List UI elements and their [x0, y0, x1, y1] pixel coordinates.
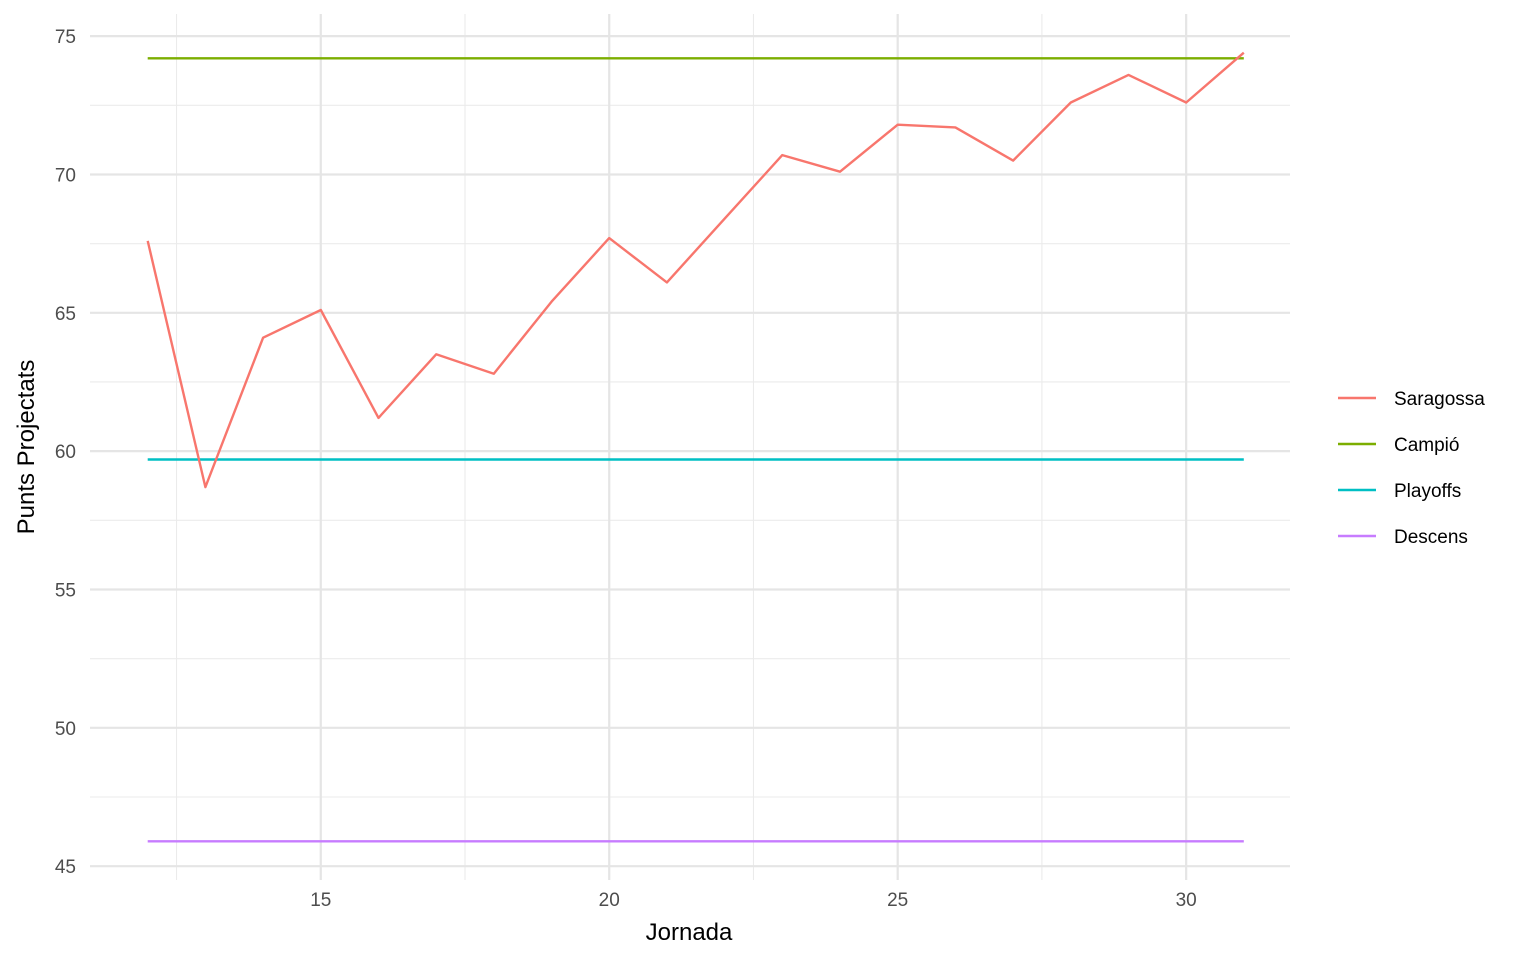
x-tick-label: 20 [599, 890, 620, 911]
y-axis-title: Punts Projectats [13, 360, 40, 535]
legend-label-descens: Descens [1394, 527, 1468, 548]
y-tick-label: 50 [55, 719, 76, 740]
legend-label-saragossa: Saragossa [1394, 389, 1485, 410]
y-tick-label: 55 [55, 580, 76, 601]
y-tick-label: 45 [55, 857, 76, 878]
x-tick-label: 25 [887, 890, 908, 911]
legend-label-campi-: Campió [1394, 435, 1459, 456]
series-lines [146, 51, 1245, 843]
y-axis-tick-labels: 45 50 55 60 65 70 75 [55, 27, 76, 878]
x-axis-title: Jornada [646, 919, 733, 946]
y-tick-label: 65 [55, 304, 76, 325]
minor-gridlines [90, 14, 1290, 880]
y-tick-label: 75 [55, 27, 76, 48]
legend-label-playoffs: Playoffs [1394, 481, 1461, 502]
y-tick-label: 70 [55, 165, 76, 186]
series-line-saragossa [146, 51, 1245, 489]
major-gridlines [90, 14, 1290, 880]
y-tick-label: 60 [55, 442, 76, 463]
x-tick-label: 15 [310, 890, 331, 911]
legend: Saragossa Campió Playoffs Descens [1338, 389, 1485, 548]
x-axis-tick-labels: 15 20 25 30 [310, 890, 1197, 911]
x-tick-label: 30 [1176, 890, 1197, 911]
